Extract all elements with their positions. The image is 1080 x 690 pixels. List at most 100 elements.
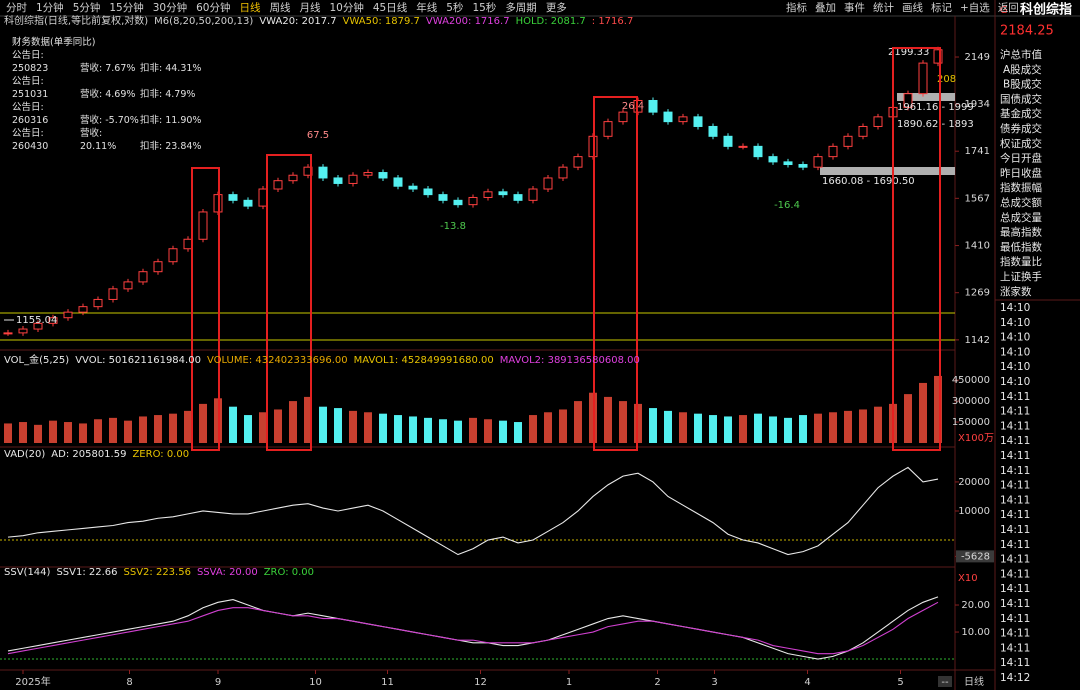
candle: [513, 194, 523, 201]
tick-time: 14:11: [1000, 539, 1030, 551]
y-tick-label: 20.00: [961, 600, 990, 611]
tick-time: 14:11: [1000, 657, 1030, 669]
quote-item: 今日开盘: [1000, 152, 1042, 165]
period-tab[interactable]: 5秒: [446, 2, 464, 14]
financial-cell: 扣非: 4.79%: [140, 89, 196, 100]
candle: [258, 188, 268, 207]
quote-item: 基金成交: [1000, 107, 1042, 120]
financial-box: 财务数据(单季同比) 公告日: 250823 营收: 7.67% 扣非: 44.31%…: [12, 36, 210, 153]
tool-button[interactable]: 指标: [786, 2, 807, 14]
period-tab[interactable]: 周线: [269, 2, 291, 14]
volume-bar: [784, 417, 792, 443]
period-tab[interactable]: 5分钟: [72, 2, 101, 14]
x-tick-label: 10: [309, 677, 322, 688]
candle: [843, 135, 853, 147]
y-tick-label: 1142: [965, 335, 990, 346]
more-box: [938, 676, 952, 687]
indicator-value: ZRO: 0.00: [263, 567, 315, 578]
quote-item: 国债成交: [1000, 92, 1042, 105]
tick-time: 14:10: [1000, 332, 1030, 344]
tick-time: 14:11: [1000, 420, 1030, 432]
volume-bar: [499, 420, 507, 443]
volume-bar: [604, 396, 612, 443]
period-tab[interactable]: 多周期: [505, 2, 537, 14]
x-tick-label: 4: [804, 677, 810, 688]
candle: [453, 199, 463, 206]
indicator-value: SSV2: 223.56: [123, 567, 191, 578]
tool-button[interactable]: 标记: [931, 2, 952, 14]
period-tab[interactable]: 45日线: [372, 2, 408, 14]
indicator-value: MAVOL1: 452849991680.00: [353, 355, 494, 366]
indicator-value: VAD(20): [4, 449, 46, 460]
tick-time: 14:11: [1000, 598, 1030, 610]
period-tab[interactable]: 15秒: [472, 2, 497, 14]
indicator-line: [7, 601, 939, 655]
highlight-box: [266, 154, 312, 451]
x-tick-label: 1: [566, 677, 572, 688]
volume-bar: [4, 423, 12, 443]
tick-time: 14:11: [1000, 480, 1030, 492]
period-tab[interactable]: 60分钟: [196, 2, 231, 14]
candle: [798, 164, 808, 168]
period-tab[interactable]: 日线: [239, 2, 261, 14]
stock-code: G: [1000, 5, 1008, 16]
tick-time: 14:10: [1000, 317, 1030, 329]
period-tab[interactable]: 分时: [6, 2, 27, 14]
tool-button[interactable]: 统计: [873, 2, 894, 14]
tool-button[interactable]: 叠加: [815, 2, 836, 14]
indicator-value: VWA200: 1716.7: [425, 16, 510, 27]
chart-label: 科创综指(日线,等比前复权,对数): [4, 16, 149, 27]
x-tick-label: 8: [126, 677, 132, 688]
volume-bar: [559, 409, 567, 443]
volume-bar: [664, 410, 672, 443]
candle: [468, 196, 478, 206]
volume-bar: [259, 412, 267, 443]
candle: [918, 62, 928, 95]
period-tab[interactable]: 1分钟: [36, 2, 64, 14]
financial-cell: 扣非: 11.90%: [140, 115, 202, 126]
volume-bar: [364, 412, 372, 443]
candle: [288, 174, 298, 182]
period-tab[interactable]: 15分钟: [109, 2, 144, 14]
tick-time: 14:11: [1000, 406, 1030, 418]
volume-bar: [919, 382, 927, 443]
tool-button[interactable]: 事件: [844, 2, 865, 14]
period-tab[interactable]: 年线: [416, 2, 438, 14]
period-tab[interactable]: 10分钟: [329, 2, 364, 14]
candle: [723, 135, 733, 147]
quote-item: 总成交量: [1000, 211, 1042, 224]
period-tab[interactable]: 30分钟: [152, 2, 188, 14]
x-tick-label: 9: [215, 677, 221, 688]
volume-bar: [679, 412, 687, 443]
candle: [753, 145, 763, 158]
tick-time: 14:11: [1000, 494, 1030, 506]
x-tick-label: 5: [897, 677, 903, 688]
volume-bar: [34, 424, 42, 443]
highlight-box: [593, 96, 638, 451]
indicator-value: VOLUME: 432402333696.00: [206, 355, 348, 366]
pane-header: VAD(20) AD: 205801.59 ZERO: 0.00: [4, 449, 189, 461]
tick-time: 14:11: [1000, 568, 1030, 580]
candle: [78, 306, 88, 313]
volume-bar: [409, 416, 417, 443]
range-box: [820, 167, 955, 175]
period-tab[interactable]: 更多: [545, 2, 567, 14]
footer-period[interactable]: 日线: [964, 675, 984, 688]
volume-bar: [724, 416, 732, 443]
volume-bar: [454, 420, 462, 443]
tool-button[interactable]: 返回: [997, 2, 1019, 14]
candle: [498, 191, 508, 196]
tool-button[interactable]: 画线: [902, 2, 923, 14]
financial-row: 公告日: 260430 营收: 20.11% 扣非: 23.84%: [12, 127, 210, 153]
quote-item: 最高指数: [1000, 226, 1042, 239]
footer-more[interactable]: --: [941, 677, 949, 688]
y-tick-label: 1410: [965, 241, 990, 252]
financial-row: 公告日: 250823 营收: 7.67% 扣非: 44.31%: [12, 49, 210, 75]
period-tab[interactable]: 月线: [299, 2, 321, 14]
y-tick-label: 2149: [965, 52, 990, 63]
volume-bar: [319, 406, 327, 443]
volume-bar: [769, 416, 777, 443]
candle: [783, 161, 793, 166]
tool-button[interactable]: +自选: [960, 2, 990, 14]
tick-time: 14:10: [1000, 346, 1030, 358]
